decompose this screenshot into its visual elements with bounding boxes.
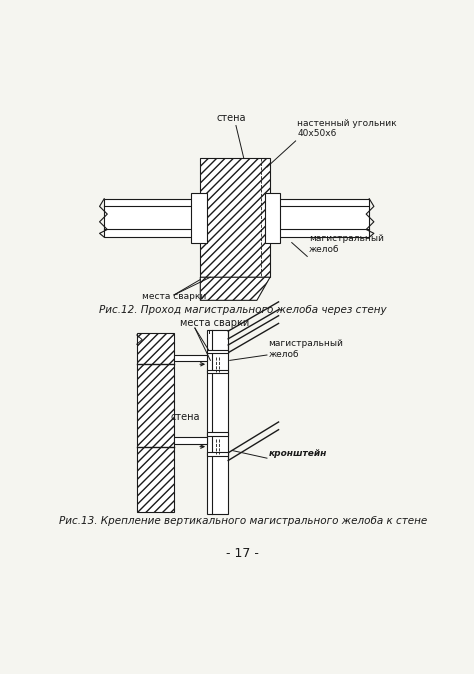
Text: настенный угольник
40х50х6: настенный угольник 40х50х6	[297, 119, 397, 138]
Bar	[207, 369, 228, 373]
Text: магистральный
желоб: магистральный желоб	[309, 235, 383, 254]
Bar	[104, 199, 202, 237]
Text: - 17 -: - 17 -	[227, 547, 259, 559]
Bar	[207, 350, 228, 353]
Text: Рис.13. Крепление вертикального магистрального желоба к стене: Рис.13. Крепление вертикального магистра…	[59, 516, 427, 526]
Text: кронштейн: кронштейн	[268, 449, 327, 458]
Bar	[137, 334, 174, 512]
Text: стена: стена	[171, 412, 201, 422]
Bar	[174, 437, 207, 443]
Text: стена: стена	[217, 113, 246, 123]
Bar	[201, 158, 270, 277]
Bar	[207, 432, 228, 436]
Bar	[270, 199, 369, 237]
Bar	[207, 330, 228, 514]
Bar	[264, 193, 280, 243]
Text: места сварки: места сварки	[180, 317, 249, 328]
Text: магистральный
желоб: магистральный желоб	[268, 339, 343, 359]
Text: места сварки: места сварки	[142, 292, 206, 301]
Bar	[174, 355, 207, 361]
Polygon shape	[201, 277, 270, 301]
Bar	[191, 193, 207, 243]
Text: Рис.12. Проход магистрального желоба через стену: Рис.12. Проход магистрального желоба чер…	[99, 305, 387, 315]
Bar	[207, 452, 228, 456]
